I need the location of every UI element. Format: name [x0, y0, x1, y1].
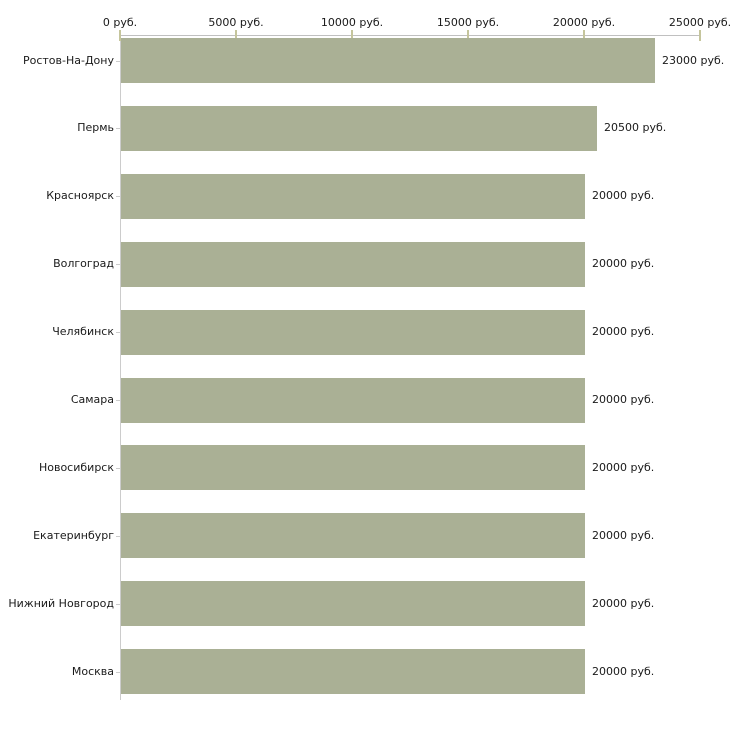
category-label: Ростов-На-Дону: [22, 54, 114, 67]
bar-4: [121, 242, 585, 287]
x-axis-tick-label: 5000 руб.: [208, 16, 264, 29]
x-axis-tick-label: 25000 руб.: [668, 16, 730, 29]
value-label: 20000 руб.: [592, 257, 655, 270]
category-label: Пермь: [77, 121, 114, 134]
value-label: 20000 руб.: [592, 325, 655, 338]
category-tick: [116, 536, 120, 537]
value-label: 20500 руб.: [604, 121, 667, 134]
category-label: Челябинск: [52, 325, 114, 338]
value-label: 20000 руб.: [592, 461, 655, 474]
x-axis-tick-label: 0 руб.: [102, 16, 138, 29]
value-label: 23000 руб.: [662, 54, 725, 67]
bar-10: [121, 649, 585, 694]
x-axis-tick-label: 10000 руб.: [320, 16, 384, 29]
value-label: 20000 руб.: [592, 665, 655, 678]
bar-9: [121, 581, 585, 626]
category-label: Красноярск: [46, 189, 114, 202]
value-label: 20000 руб.: [592, 529, 655, 542]
value-label: 20000 руб.: [592, 393, 655, 406]
x-axis-tick: [699, 30, 701, 41]
category-tick: [116, 672, 120, 673]
x-axis-tick: [235, 30, 237, 41]
x-axis-tick: [583, 30, 585, 41]
bar-3: [121, 174, 585, 219]
x-axis-tick-label: 15000 руб.: [436, 16, 500, 29]
bar-8: [121, 513, 585, 558]
category-tick: [116, 604, 120, 605]
x-axis-tick: [351, 30, 353, 41]
y-axis-line: [120, 35, 121, 700]
category-label: Екатеринбург: [33, 529, 114, 542]
category-tick: [116, 196, 120, 197]
x-axis-tick-label: 20000 руб.: [552, 16, 616, 29]
bar-5: [121, 310, 585, 355]
bar-6: [121, 378, 585, 423]
x-axis-tick: [119, 30, 121, 41]
category-label: Самара: [70, 393, 114, 406]
bar-7: [121, 445, 585, 490]
x-axis-line: [120, 35, 701, 36]
category-label: Москва: [71, 665, 114, 678]
x-axis-tick: [467, 30, 469, 41]
category-tick: [116, 400, 120, 401]
value-label: 20000 руб.: [592, 189, 655, 202]
value-label: 20000 руб.: [592, 597, 655, 610]
bar-1: [121, 38, 655, 83]
category-label: Волгоград: [53, 257, 114, 270]
category-tick: [116, 128, 120, 129]
category-tick: [116, 264, 120, 265]
category-tick: [116, 332, 120, 333]
category-label: Нижний Новгород: [8, 597, 114, 610]
category-tick: [116, 61, 120, 62]
category-label: Новосибирск: [38, 461, 114, 474]
category-tick: [116, 468, 120, 469]
bar-2: [121, 106, 597, 151]
